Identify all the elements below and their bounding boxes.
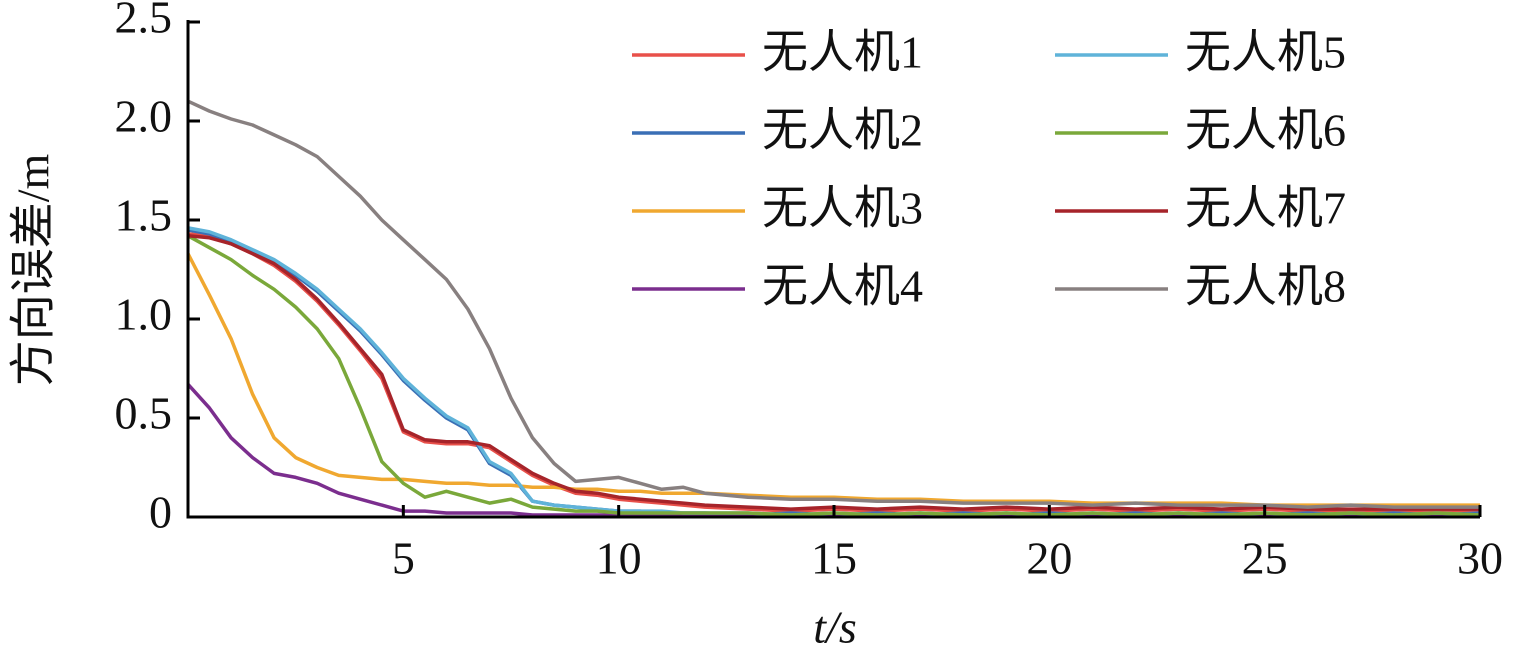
legend-label: 无人机7 [1185,183,1346,234]
data-line [187,234,1481,517]
legend-label: 无人机4 [762,261,923,312]
data-line [187,234,1480,511]
x-axis-label: t/s [813,602,856,653]
legend-label: 无人机8 [1185,261,1346,312]
legend-label: 无人机3 [762,183,923,234]
legend-label: 无人机5 [1185,27,1346,78]
y-axis-label: 方向误差/m [8,154,59,387]
legend-label: 无人机6 [1185,105,1346,156]
x-tick-label: 5 [392,533,415,584]
legend-label: 无人机2 [762,105,923,156]
data-line [186,252,1480,507]
x-tick-label: 10 [596,533,642,584]
x-tick-label: 25 [1242,533,1288,584]
y-tick-label: 2.5 [115,0,173,43]
y-tick-label: 0.5 [115,388,173,439]
y-tick-label: 0 [149,487,172,538]
legend-label: 无人机1 [762,27,923,78]
data-line [187,99,1480,509]
x-tick-label: 20 [1026,533,1072,584]
data-line [186,383,1480,517]
x-tick-label: 15 [811,533,857,584]
x-tick-label: 30 [1457,533,1503,584]
y-tick-label: 2.0 [115,91,173,142]
y-tick-label: 1.0 [115,289,173,340]
y-tick-label: 1.5 [115,190,173,241]
